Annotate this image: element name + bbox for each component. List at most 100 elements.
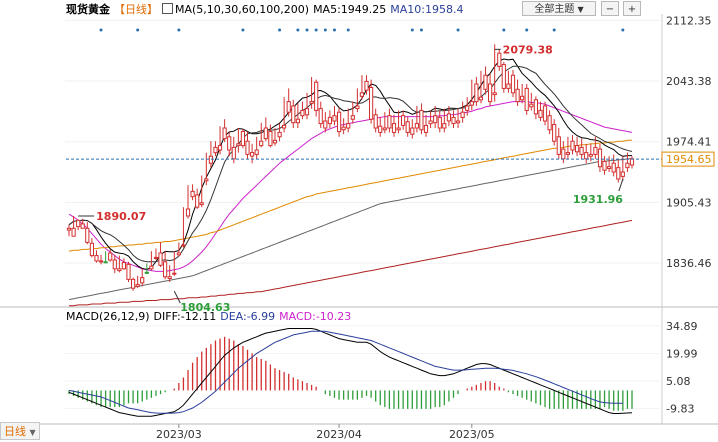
candle-body[interactable] (437, 116, 442, 129)
candle-body[interactable] (497, 52, 502, 67)
candle-body[interactable] (510, 74, 516, 94)
period-switch[interactable]: 日线 ▼ (0, 422, 40, 440)
candle-body[interactable] (524, 87, 529, 111)
event-dot[interactable] (621, 28, 625, 32)
candle-body[interactable] (245, 140, 250, 155)
candle-body[interactable] (620, 171, 625, 177)
event-dot[interactable] (177, 28, 181, 32)
period-tag[interactable]: 【日线】 (114, 3, 158, 16)
candle-body[interactable] (629, 158, 635, 166)
candle-body[interactable] (158, 252, 163, 266)
candle-body[interactable] (625, 162, 630, 169)
event-dot[interactable] (552, 28, 556, 32)
candle-body[interactable] (327, 116, 332, 125)
theme-select[interactable]: 全部主题 ▼ (522, 1, 596, 16)
event-dot[interactable] (332, 28, 336, 32)
candle-body[interactable] (478, 96, 483, 101)
candle-body[interactable] (309, 101, 314, 104)
event-dot[interactable] (99, 28, 103, 32)
candle-body[interactable] (474, 83, 479, 103)
candle-body[interactable] (153, 256, 159, 259)
candle-body[interactable] (222, 127, 227, 140)
event-dot[interactable] (410, 28, 414, 32)
candle-body[interactable] (401, 115, 406, 126)
candle-body[interactable] (286, 101, 291, 113)
candle-body[interactable] (94, 255, 99, 262)
candle-body[interactable] (428, 120, 433, 125)
candle-body[interactable] (108, 252, 113, 261)
candle-body[interactable] (181, 244, 186, 247)
candle-body[interactable] (272, 139, 278, 144)
zoom-in-button[interactable]: + (623, 1, 641, 16)
candle-body[interactable] (469, 101, 474, 106)
candle-body[interactable] (570, 140, 575, 151)
candle-body[interactable] (236, 143, 241, 147)
candle-body[interactable] (607, 166, 612, 169)
candle-body[interactable] (213, 146, 218, 154)
candle-body[interactable] (515, 88, 520, 103)
candle-body[interactable] (382, 127, 387, 131)
candle-body[interactable] (405, 121, 410, 133)
candle-body[interactable] (373, 114, 378, 129)
candle-body[interactable] (556, 136, 561, 155)
event-dot[interactable] (136, 28, 140, 32)
candle-body[interactable] (227, 136, 232, 151)
candle-body[interactable] (85, 227, 90, 243)
candle-body[interactable] (282, 124, 287, 129)
candle-body[interactable] (579, 146, 584, 155)
candle-body[interactable] (199, 202, 204, 206)
candle-body[interactable] (547, 115, 552, 131)
candle-body[interactable] (378, 125, 383, 133)
candle-body[interactable] (268, 131, 273, 147)
candle-body[interactable] (369, 87, 374, 120)
event-dot[interactable] (346, 28, 350, 32)
candle-body[interactable] (231, 146, 236, 160)
event-dot[interactable] (456, 28, 460, 32)
candle-body[interactable] (323, 120, 328, 129)
candle-body[interactable] (355, 105, 360, 110)
candle-body[interactable] (364, 80, 369, 91)
candle-body[interactable] (254, 149, 259, 155)
candle-body[interactable] (483, 74, 488, 90)
candle-body[interactable] (492, 92, 497, 96)
candle-body[interactable] (538, 109, 543, 118)
candle-body[interactable] (460, 111, 465, 118)
candle-body[interactable] (80, 223, 85, 229)
candle-body[interactable] (584, 152, 589, 160)
candle-body[interactable] (346, 123, 351, 129)
candle-body[interactable] (350, 115, 355, 120)
candle-body[interactable] (89, 242, 95, 257)
candle-body[interactable] (103, 261, 108, 264)
candle-body[interactable] (414, 123, 419, 129)
candle-body[interactable] (295, 118, 300, 124)
candle-body[interactable] (387, 115, 392, 129)
candle-body[interactable] (112, 259, 117, 270)
candle-body[interactable] (565, 152, 570, 155)
candle-body[interactable] (332, 115, 337, 122)
candle-body[interactable] (126, 263, 131, 280)
candle-body[interactable] (190, 190, 195, 198)
candle-body[interactable] (391, 123, 397, 133)
candle-body[interactable] (501, 64, 506, 89)
candle-body[interactable] (456, 120, 461, 124)
event-dot[interactable] (525, 28, 529, 32)
candle-body[interactable] (593, 146, 598, 155)
candle-body[interactable] (506, 83, 511, 89)
candle-body[interactable] (575, 145, 580, 153)
candle-body[interactable] (240, 131, 246, 147)
candle-body[interactable] (259, 140, 264, 147)
candle-body[interactable] (195, 194, 200, 208)
candle-body[interactable] (488, 83, 493, 103)
event-dot[interactable] (278, 28, 282, 32)
candle-body[interactable] (561, 148, 566, 160)
event-dot[interactable] (241, 28, 245, 32)
candle-body[interactable] (144, 271, 149, 274)
candle-body[interactable] (419, 109, 424, 131)
candle-body[interactable] (465, 105, 470, 111)
candle-body[interactable] (149, 265, 154, 270)
candle-body[interactable] (423, 124, 429, 133)
candle-body[interactable] (611, 162, 616, 173)
candle-body[interactable] (597, 148, 603, 168)
candle-body[interactable] (304, 108, 310, 116)
